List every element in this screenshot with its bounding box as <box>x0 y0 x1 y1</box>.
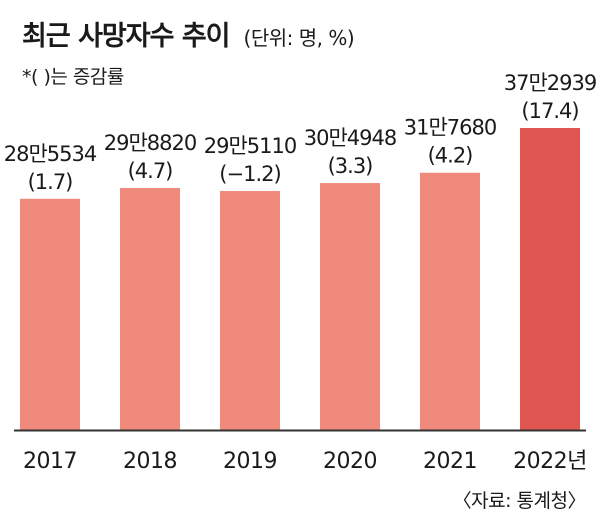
title-row: 최근 사망자수 추이 (단위: 명, %) <box>22 14 355 53</box>
value-label: 37만2939 <box>504 71 597 95</box>
growth-label: (3.3) <box>328 154 373 178</box>
growth-label: (4.7) <box>128 159 173 183</box>
x-tick-label: 2019 <box>223 449 277 474</box>
growth-label: (1.7) <box>28 170 73 194</box>
value-label: 30만4948 <box>304 126 397 150</box>
x-tick-label: 2022년 <box>513 449 587 474</box>
bar <box>20 198 80 430</box>
x-tick-label: 2017 <box>23 449 77 474</box>
x-tick-label: 2018 <box>123 449 177 474</box>
growth-label: (17.4) <box>521 99 578 123</box>
bar <box>520 128 580 430</box>
value-label: 28만5534 <box>4 142 97 166</box>
growth-label: (−1.2) <box>219 162 280 186</box>
x-tick-label: 2020 <box>323 449 377 474</box>
bar <box>420 172 480 430</box>
x-tick-label: 2021 <box>423 449 477 474</box>
chart-title: 최근 사망자수 추이 <box>22 21 231 52</box>
source-label: 〈자료: 통계청〉 <box>452 490 587 512</box>
value-label: 29만8820 <box>104 131 197 155</box>
value-label: 29만5110 <box>204 134 297 158</box>
growth-note: *( )는 증감률 <box>22 66 124 88</box>
growth-label: (4.2) <box>428 144 473 168</box>
bar <box>120 188 180 430</box>
bar <box>220 191 280 430</box>
bar <box>320 183 380 430</box>
value-label: 31만7680 <box>404 116 497 140</box>
unit-label: (단위: 명, %) <box>243 26 355 50</box>
